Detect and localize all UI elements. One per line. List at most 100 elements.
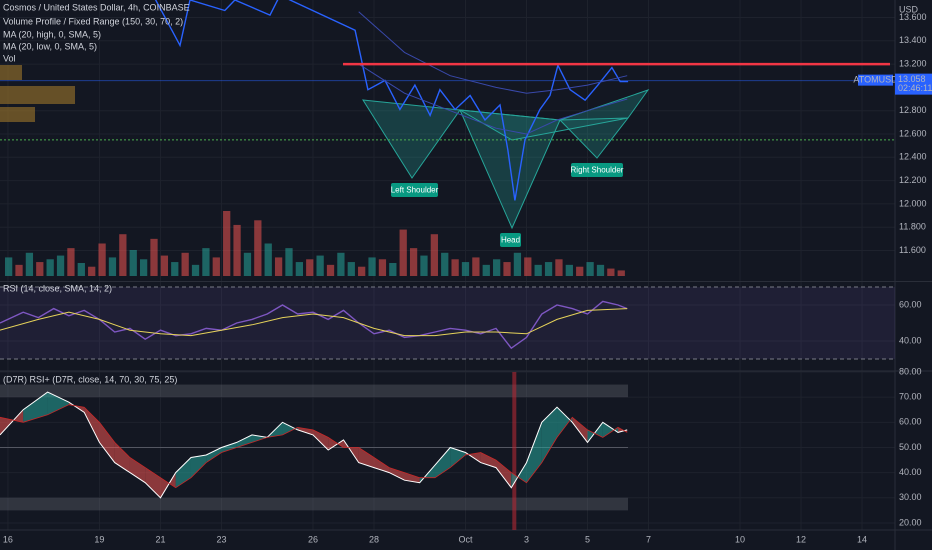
volume-bar: [441, 252, 449, 276]
zone: [0, 497, 628, 511]
band-fill: [358, 447, 374, 468]
annotation-box: [571, 163, 623, 177]
highlight: [512, 372, 517, 530]
band-fill: [175, 457, 191, 488]
volume-bar: [67, 248, 75, 276]
band-fill: [221, 442, 237, 453]
volume-bar: [254, 220, 262, 276]
volume-bar: [223, 211, 231, 276]
band-fill: [480, 452, 497, 468]
zone: [0, 384, 628, 398]
volume-bar: [472, 257, 480, 276]
volume-bar: [565, 264, 573, 276]
volume-bar: [461, 262, 470, 276]
volume-bar: [171, 262, 179, 276]
series-line: [0, 391, 628, 499]
symbol-tag: [858, 74, 893, 86]
symbol-title: Cosmos / United States Dollar, 4h, COINB…: [3, 2, 190, 12]
band-fill: [312, 429, 329, 450]
volume-bar: [586, 262, 594, 276]
y-tick-label: 80.00: [899, 366, 922, 376]
volume-bar: [368, 257, 376, 276]
volume-bar: [493, 259, 501, 276]
x-tick-label: 19: [94, 534, 104, 544]
price-label: 13.058: [898, 74, 926, 84]
volume-bar: [544, 262, 553, 276]
volume-bar: [306, 259, 314, 276]
band-fill: [145, 467, 161, 498]
y-tick-label: 30.00: [899, 492, 922, 502]
volume-bar: [420, 255, 428, 276]
volume-bar: [576, 266, 584, 276]
volume-bar: [316, 255, 324, 276]
volume-bar: [378, 259, 387, 276]
volume-bar: [285, 248, 293, 276]
y-tick-label: 60.00: [899, 417, 922, 427]
band-fill: [572, 417, 588, 443]
volume-bar: [524, 257, 532, 276]
y-tick-label: 12.400: [899, 152, 927, 162]
series-line: [0, 404, 628, 489]
volume-bar: [88, 266, 96, 276]
x-tick-label: Oct: [458, 534, 473, 544]
volume-bar: [358, 266, 366, 276]
band-fill: [206, 447, 222, 463]
indicator-legend: MA (20, high, 0, SMA, 5): [3, 29, 101, 39]
left-shoulder-shape: [362, 99, 461, 179]
band-fill: [404, 472, 420, 483]
series-line: [0, 300, 628, 350]
volume-bar: [119, 234, 127, 276]
series-line: [358, 11, 628, 94]
volume-bar: [326, 264, 335, 276]
y-tick-label: 11.600: [899, 245, 926, 255]
volume-bar: [98, 243, 106, 276]
x-tick-label: 23: [216, 534, 226, 544]
rsi-legend: RSI (14, close, SMA, 14, 2): [3, 283, 112, 293]
indicator-legend: Volume Profile / Fixed Range (150, 30, 7…: [3, 16, 183, 26]
annotation: Right Shoulder: [571, 166, 624, 175]
band-fill: [114, 442, 130, 473]
rsi-plus-legend: (D7R) RSI+ (D7R, close, 14, 70, 30, 75, …: [3, 374, 177, 384]
volume-profile-row: [0, 86, 75, 104]
rsi-plus-pane: [0, 372, 628, 530]
volume-bar: [513, 252, 522, 276]
volume-bar: [430, 234, 438, 276]
y-tick-label: 13.200: [899, 58, 927, 68]
x-tick-label: 16: [3, 534, 13, 544]
band-fill: [618, 427, 628, 433]
price-label-box: [895, 73, 932, 95]
symbol-tag-label: ATOMUSD: [853, 75, 898, 85]
annotation-box: [391, 183, 438, 197]
volume-bar: [482, 264, 490, 276]
currency-label: USD: [899, 4, 919, 14]
volume-bar: [274, 257, 283, 276]
volume-bar: [129, 250, 137, 276]
band-fill: [450, 447, 466, 468]
indicator-legend: Vol: [3, 53, 16, 63]
y-tick-label: 40.00: [899, 467, 922, 477]
volume-bar: [389, 263, 397, 276]
x-tick-label: 28: [369, 534, 379, 544]
volume-bar: [451, 259, 459, 276]
annotation: Head: [501, 236, 520, 245]
band-fill: [541, 407, 558, 463]
rsi-pane: [0, 286, 895, 360]
y-tick-label: 12.600: [899, 128, 927, 138]
y-tick-label: 11.800: [899, 222, 926, 232]
indicator-legend: MA (20, low, 0, SMA, 5): [3, 41, 97, 51]
x-tick-label: 26: [308, 534, 318, 544]
x-tick-label: 12: [796, 534, 806, 544]
volume-bar: [607, 268, 615, 276]
volume-bar: [212, 257, 220, 276]
countdown-label: 02:46:11: [898, 83, 932, 93]
x-tick-label: 5: [585, 534, 590, 544]
volume-bar: [25, 252, 34, 276]
x-tick-label: 3: [524, 534, 529, 544]
band-fill: [328, 437, 344, 450]
volume-bar: [46, 259, 54, 276]
volume-bar: [5, 257, 13, 276]
y-tick-label: 13.400: [899, 35, 927, 45]
volume-bar: [264, 243, 272, 276]
